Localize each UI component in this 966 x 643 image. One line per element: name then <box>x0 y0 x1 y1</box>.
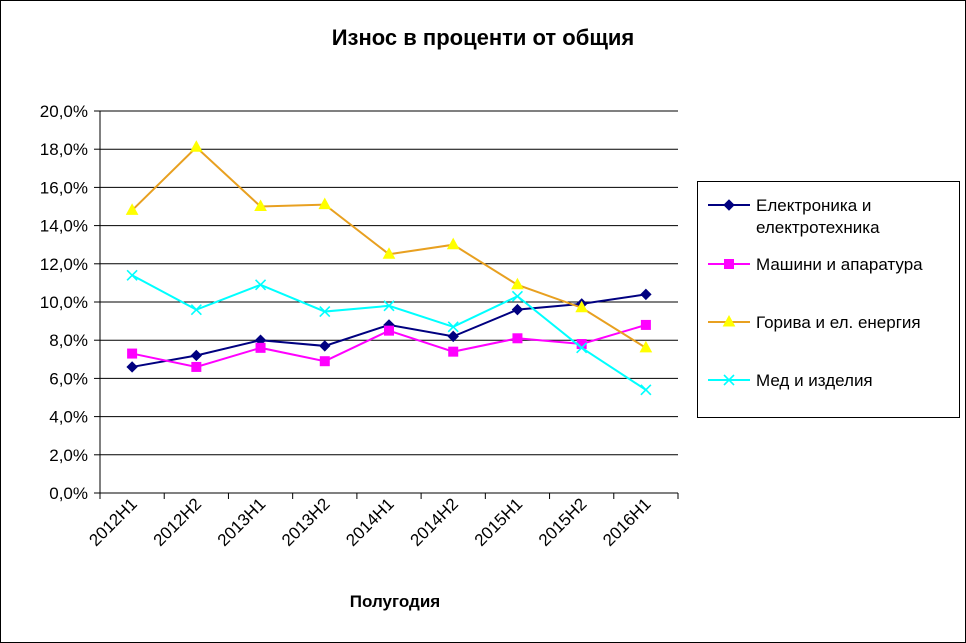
y-tick-label: 4,0% <box>49 408 88 427</box>
data-point-series-4 <box>254 279 267 291</box>
y-tick-label: 8,0% <box>49 331 88 350</box>
legend-label: Машини и апаратура <box>756 255 923 274</box>
data-point-series-2 <box>127 348 138 359</box>
data-point-series-4 <box>447 321 459 333</box>
data-point-series-4 <box>126 269 138 281</box>
data-point-series-1 <box>640 288 652 301</box>
legend: Електроника и електротехника Машини и апар… <box>697 181 960 418</box>
data-point-series-3 <box>125 203 139 215</box>
y-tick-label: 14,0% <box>40 217 88 236</box>
data-point-series-3 <box>318 197 332 210</box>
marker-stroke <box>254 279 267 291</box>
x-axis-label: Полугодия <box>350 592 440 611</box>
marker-stroke <box>190 304 202 316</box>
y-tick-label: 10,0% <box>40 293 88 312</box>
legend-marker <box>723 199 735 211</box>
data-point-series-1 <box>319 340 331 352</box>
plot-area: 0,0% 2,0% 4,0% 6,0% 8,0% 10,0% 12,0% 14,0% 16,0%… <box>40 102 679 550</box>
legend-label: Мед и изделия <box>756 371 873 390</box>
data-point-series-4 <box>383 300 395 312</box>
marker-stroke <box>319 305 331 318</box>
chart-title: Износ в проценти от общия <box>332 25 635 50</box>
data-point-series-1 <box>447 330 459 343</box>
y-tick-label: 0,0% <box>49 484 88 503</box>
data-point-series-3 <box>639 340 653 353</box>
data-point-series-2 <box>512 333 523 344</box>
data-point-series-2 <box>319 356 330 367</box>
data-point-series-3 <box>446 237 460 250</box>
data-point-series-2 <box>255 342 266 353</box>
data-point-series-1 <box>511 303 524 316</box>
data-point-series-4 <box>511 290 524 302</box>
legend-marker <box>723 374 735 386</box>
data-point-series-3 <box>254 199 267 211</box>
legend-marker <box>722 314 736 327</box>
marker-stroke <box>640 384 652 396</box>
data-point-series-1 <box>190 349 203 362</box>
data-point-series-4 <box>640 384 652 396</box>
marker-stroke <box>126 269 138 281</box>
legend-box <box>697 181 960 418</box>
y-tick-label: 18,0% <box>40 140 88 159</box>
marker-stroke <box>511 290 524 302</box>
data-point-series-2 <box>448 346 459 357</box>
data-point-series-4 <box>319 305 331 318</box>
legend-marker <box>724 259 734 269</box>
data-point-series-3 <box>511 277 524 290</box>
legend-label: електротехника <box>756 218 880 237</box>
y-tick-label: 12,0% <box>40 255 88 274</box>
data-point-series-2 <box>384 325 394 336</box>
legend-label: Електроника и <box>756 196 871 215</box>
marker-stroke <box>576 342 588 354</box>
data-point-series-3 <box>382 247 396 259</box>
y-tick-label: 16,0% <box>40 178 88 197</box>
data-point-series-2 <box>191 361 202 372</box>
marker-stroke <box>447 321 459 333</box>
marker-stroke <box>383 300 395 312</box>
y-tick-label: 6,0% <box>49 369 88 388</box>
data-point-series-1 <box>126 361 138 373</box>
y-tick-label: 2,0% <box>49 446 88 465</box>
legend-label: Горива и ел. енергия <box>756 313 921 332</box>
y-tick-label: 20,0% <box>40 102 88 121</box>
data-point-series-4 <box>576 342 588 354</box>
marker-stroke <box>723 374 735 386</box>
data-point-series-3 <box>189 140 203 152</box>
data-point-series-3 <box>575 300 589 313</box>
data-point-series-4 <box>190 304 202 316</box>
data-point-series-2 <box>640 319 651 330</box>
